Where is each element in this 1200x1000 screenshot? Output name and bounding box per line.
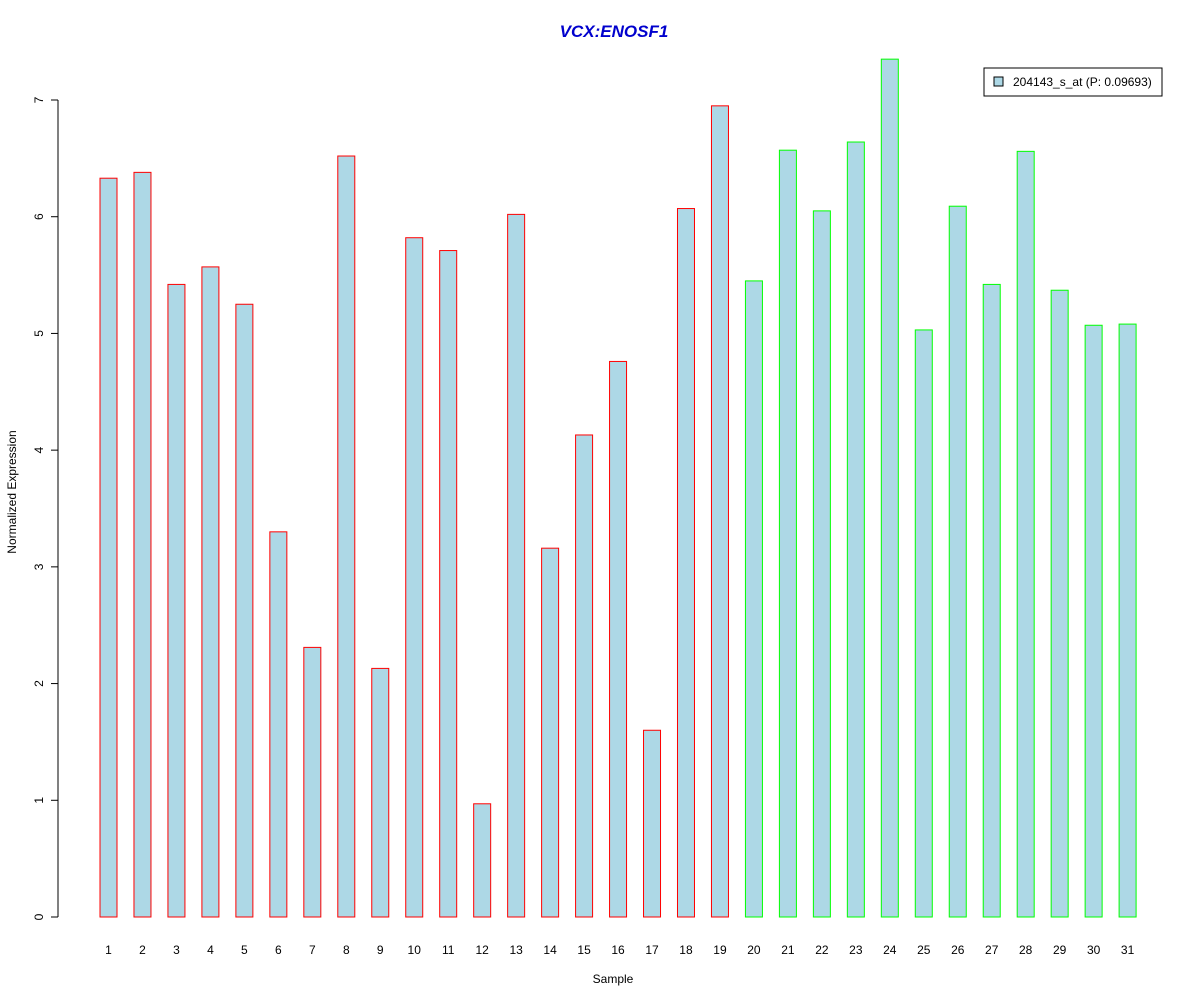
x-tick-label: 23 bbox=[849, 943, 863, 957]
legend-swatch bbox=[993, 76, 1004, 87]
bar-20 bbox=[744, 280, 763, 918]
x-tick-label: 21 bbox=[781, 943, 795, 957]
x-tick-label: 28 bbox=[1019, 943, 1033, 957]
x-tick-label: 17 bbox=[645, 943, 659, 957]
bar-4 bbox=[201, 266, 220, 918]
x-tick-label: 1 bbox=[105, 943, 112, 957]
x-tick-label: 27 bbox=[985, 943, 999, 957]
chart-title: VCX:ENOSF1 bbox=[560, 22, 669, 41]
x-tick-label: 13 bbox=[509, 943, 523, 957]
bar-1 bbox=[99, 177, 118, 918]
bar-16 bbox=[609, 360, 628, 918]
bar-12 bbox=[473, 803, 492, 918]
y-tick-label: 1 bbox=[32, 797, 46, 804]
bar-17 bbox=[643, 729, 662, 918]
bar-2 bbox=[133, 171, 152, 918]
y-axis-label: Normalized Expression bbox=[5, 430, 19, 553]
x-tick-label: 10 bbox=[408, 943, 422, 957]
x-tick-label: 20 bbox=[747, 943, 761, 957]
bar-28 bbox=[1016, 150, 1035, 918]
bar-21 bbox=[778, 149, 797, 918]
x-axis-label: Sample bbox=[593, 972, 634, 986]
y-tick-label: 2 bbox=[32, 680, 46, 687]
x-tick-label: 15 bbox=[577, 943, 591, 957]
x-tick-label: 12 bbox=[475, 943, 489, 957]
bar-26 bbox=[948, 205, 967, 918]
bar-7 bbox=[303, 646, 322, 918]
bar-27 bbox=[982, 283, 1001, 918]
x-tick-label: 30 bbox=[1087, 943, 1101, 957]
x-tick-label: 4 bbox=[207, 943, 214, 957]
x-tick-label: 11 bbox=[442, 943, 455, 957]
bar-15 bbox=[575, 434, 594, 918]
x-tick-label: 31 bbox=[1121, 943, 1135, 957]
bar-14 bbox=[541, 547, 560, 918]
bar-9 bbox=[371, 667, 390, 918]
bar-24 bbox=[880, 58, 899, 918]
y-tick-label: 7 bbox=[32, 96, 46, 103]
x-tick-label: 26 bbox=[951, 943, 965, 957]
legend-box bbox=[983, 67, 1163, 97]
bar-30 bbox=[1084, 324, 1103, 918]
legend-entry: 204143_s_at (P: 0.09693) bbox=[1013, 75, 1152, 89]
bar-19 bbox=[710, 105, 729, 918]
bar-25 bbox=[914, 329, 933, 918]
bars bbox=[99, 58, 1137, 918]
x-tick-label: 9 bbox=[377, 943, 384, 957]
y-tick-label: 6 bbox=[32, 213, 46, 220]
x-tick-label: 2 bbox=[139, 943, 146, 957]
legend: 204143_s_at (P: 0.09693) bbox=[983, 67, 1163, 97]
x-tick-label: 19 bbox=[713, 943, 727, 957]
y-axis: 0 1 2 3 4 5 6 7 bbox=[32, 96, 59, 920]
x-tick-label: 8 bbox=[343, 943, 350, 957]
x-tick-label: 6 bbox=[275, 943, 282, 957]
bar-29 bbox=[1050, 289, 1069, 918]
y-tick-label: 3 bbox=[32, 563, 46, 570]
bar-5 bbox=[235, 303, 254, 918]
bar-3 bbox=[167, 283, 186, 918]
bar-22 bbox=[812, 210, 831, 918]
x-tick-label: 18 bbox=[679, 943, 693, 957]
bar-31 bbox=[1118, 323, 1137, 918]
bar-8 bbox=[337, 155, 356, 918]
y-tick-label: 4 bbox=[32, 446, 46, 453]
x-tick-label: 14 bbox=[543, 943, 557, 957]
x-tick-label: 7 bbox=[309, 943, 316, 957]
x-tick-label: 22 bbox=[815, 943, 829, 957]
x-tick-label: 16 bbox=[611, 943, 625, 957]
bar-6 bbox=[269, 531, 288, 918]
bar-23 bbox=[846, 141, 865, 918]
x-tick-labels: 1 2 3 4 5 6 7 8 9 10 11 12 13 14 15 16 17 18 19 20 21 22 23 24 2… bbox=[105, 943, 1134, 957]
bar-10 bbox=[405, 237, 424, 918]
x-tick-label: 29 bbox=[1053, 943, 1067, 957]
bar-13 bbox=[507, 213, 526, 918]
x-tick-label: 25 bbox=[917, 943, 931, 957]
x-tick-label: 24 bbox=[883, 943, 897, 957]
x-tick-label: 3 bbox=[173, 943, 180, 957]
bar-18 bbox=[676, 208, 695, 918]
bar-11 bbox=[439, 250, 458, 918]
y-tick-label: 0 bbox=[32, 913, 46, 920]
x-tick-label: 5 bbox=[241, 943, 248, 957]
y-tick-label: 5 bbox=[32, 330, 46, 337]
